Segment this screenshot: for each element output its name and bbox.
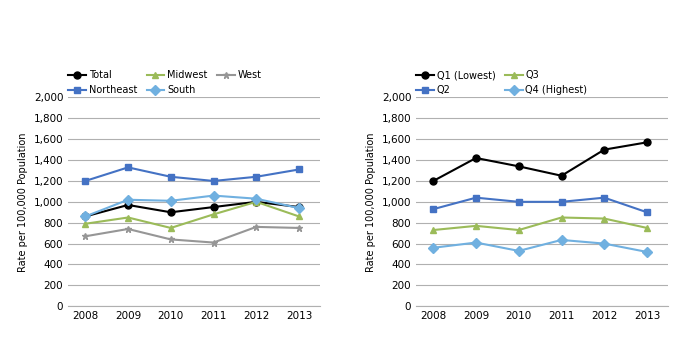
Y-axis label: Rate per 100,000 Population: Rate per 100,000 Population [366, 132, 376, 271]
Legend: Q1 (Lowest), Q2, Q3, Q4 (Highest): Q1 (Lowest), Q2, Q3, Q4 (Highest) [416, 71, 587, 95]
Y-axis label: Rate per 100,000 Population: Rate per 100,000 Population [18, 132, 28, 271]
Legend: Total, Northeast, Midwest, South, West: Total, Northeast, Midwest, South, West [68, 71, 262, 95]
